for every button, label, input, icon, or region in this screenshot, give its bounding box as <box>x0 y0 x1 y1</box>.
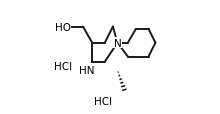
Text: N: N <box>114 38 121 48</box>
Text: HCl: HCl <box>54 62 72 72</box>
Text: HO: HO <box>55 22 71 32</box>
Text: HN: HN <box>79 65 94 75</box>
Text: HCl: HCl <box>94 96 112 106</box>
